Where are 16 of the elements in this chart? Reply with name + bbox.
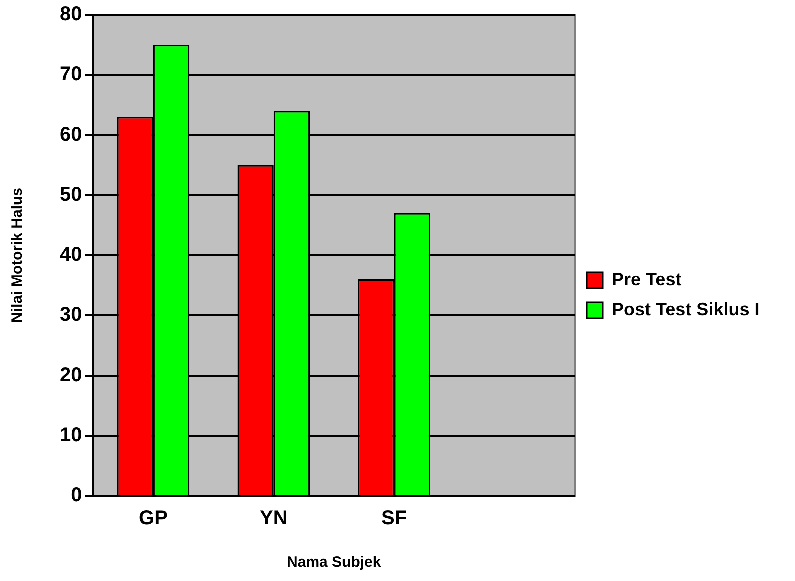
x-tick-label: YN <box>260 508 288 530</box>
y-tick-label: 0 <box>71 484 82 507</box>
x-tick-label: SF <box>382 508 408 530</box>
x-axis-title: Nama Subjek <box>287 554 382 572</box>
y-tick-label: 40 <box>60 244 82 266</box>
y-tick-label: 50 <box>60 184 82 206</box>
y-tick-label: 80 <box>60 4 82 26</box>
x-tick-label: GP <box>139 508 168 530</box>
y-tick-label: 30 <box>60 304 82 326</box>
y-tick-label: 60 <box>60 124 82 146</box>
y-axis-title: Nilai Motorik Halus <box>9 188 26 324</box>
y-tick-label: 10 <box>60 424 82 446</box>
y-tick-label: 70 <box>60 64 82 86</box>
legend-label: Pre Test <box>612 269 682 290</box>
y-tick-label: 20 <box>60 364 82 386</box>
legend-label: Post Test Siklus I <box>612 299 760 320</box>
